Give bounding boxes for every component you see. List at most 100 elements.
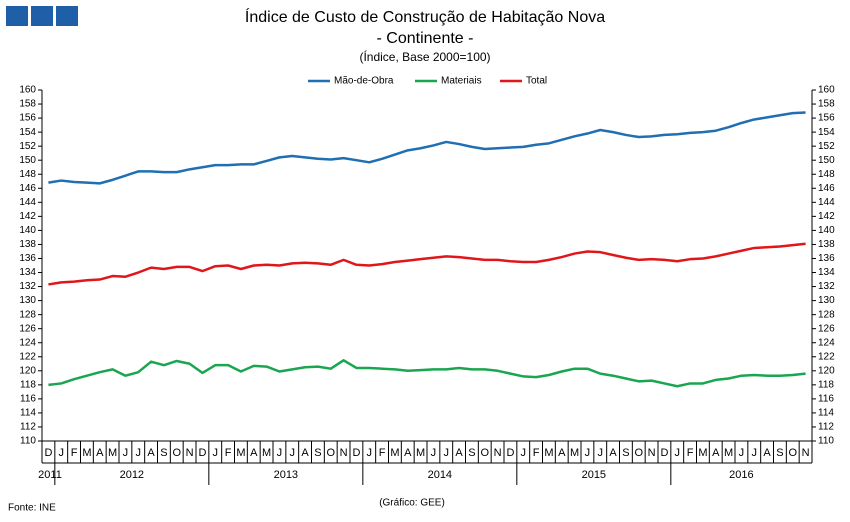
- x-tick-label: D: [352, 447, 360, 459]
- x-tick-label: F: [225, 447, 232, 459]
- y-tick-label: 152: [19, 141, 36, 152]
- series-line: [48, 242, 806, 286]
- x-tick-label: D: [660, 447, 668, 459]
- x-tick-label: J: [444, 447, 450, 459]
- y2-tick-label: 160: [818, 85, 835, 96]
- x-tick-label: S: [622, 447, 629, 459]
- x-tick-label: M: [544, 447, 553, 459]
- y2-tick-label: 126: [818, 323, 835, 334]
- y2-tick-label: 154: [818, 127, 835, 138]
- x-tick-label: A: [404, 447, 412, 459]
- x-tick-label: J: [290, 447, 296, 459]
- y2-tick-label: 142: [818, 211, 835, 222]
- x-tick-label: M: [416, 447, 425, 459]
- y-tick-label: 124: [19, 337, 36, 348]
- y-tick-label: 154: [19, 127, 36, 138]
- x-tick-label: M: [108, 447, 117, 459]
- series-line: [48, 111, 806, 185]
- legend-label: Total: [526, 76, 547, 87]
- y2-tick-label: 112: [818, 422, 834, 433]
- x-tick-label: F: [379, 447, 386, 459]
- y-tick-label: 120: [19, 365, 36, 376]
- y-tick-label: 134: [19, 267, 36, 278]
- y2-tick-label: 156: [818, 113, 835, 124]
- x-tick-label: J: [675, 447, 681, 459]
- credit: (Gráfico: GEE): [379, 498, 445, 509]
- x-tick-label: M: [570, 447, 579, 459]
- legend-label: Materiais: [441, 76, 482, 87]
- y2-tick-label: 114: [818, 408, 834, 419]
- y2-tick-label: 120: [818, 365, 835, 376]
- x-tick-label: J: [739, 447, 745, 459]
- year-label: 2012: [120, 469, 144, 481]
- x-tick-label: N: [340, 447, 348, 459]
- y-tick-label: 130: [19, 295, 36, 306]
- logo-square: [56, 6, 78, 26]
- y-tick-label: 132: [19, 281, 36, 292]
- x-tick-label: A: [558, 447, 566, 459]
- x-tick-label: A: [609, 447, 617, 459]
- y-tick-label: 156: [19, 113, 36, 124]
- x-tick-label: D: [506, 447, 514, 459]
- y-tick-label: 150: [19, 155, 36, 166]
- x-tick-label: M: [698, 447, 707, 459]
- x-tick-label: N: [494, 447, 502, 459]
- x-tick-label: A: [301, 447, 309, 459]
- x-tick-label: J: [367, 447, 373, 459]
- x-tick-label: F: [533, 447, 540, 459]
- x-tick-label: O: [326, 447, 335, 459]
- x-tick-label: S: [314, 447, 321, 459]
- y-tick-label: 138: [19, 239, 36, 250]
- y2-tick-label: 132: [818, 281, 835, 292]
- y-tick-label: 112: [20, 422, 36, 433]
- logo-square: [31, 6, 53, 26]
- x-tick-label: O: [634, 447, 643, 459]
- logo-square: [6, 6, 28, 26]
- y-tick-label: 114: [20, 408, 36, 419]
- y-tick-label: 128: [19, 309, 36, 320]
- x-tick-label: O: [788, 447, 797, 459]
- x-tick-label: J: [213, 447, 219, 459]
- y-tick-label: 136: [19, 253, 36, 264]
- x-tick-label: F: [687, 447, 694, 459]
- x-tick-label: M: [390, 447, 399, 459]
- x-tick-label: A: [455, 447, 463, 459]
- x-tick-label: O: [172, 447, 181, 459]
- source: Fonte: INE: [8, 503, 56, 514]
- x-tick-label: M: [724, 447, 733, 459]
- x-tick-label: N: [802, 447, 810, 459]
- x-tick-label: J: [585, 447, 591, 459]
- x-tick-label: J: [752, 447, 758, 459]
- x-tick-label: A: [147, 447, 155, 459]
- y-tick-label: 140: [19, 225, 36, 236]
- y-tick-label: 146: [19, 183, 36, 194]
- y2-tick-label: 146: [818, 183, 835, 194]
- x-tick-label: A: [712, 447, 720, 459]
- y-tick-label: 142: [19, 211, 36, 222]
- y-tick-label: 116: [20, 394, 36, 405]
- y2-tick-label: 130: [818, 295, 835, 306]
- y2-tick-label: 116: [818, 394, 834, 405]
- x-tick-label: D: [44, 447, 52, 459]
- year-label: 2013: [274, 469, 298, 481]
- y-label: (Índice, Base 2000=100): [359, 49, 490, 64]
- x-tick-label: S: [776, 447, 783, 459]
- chart-subtitle: - Continente -: [377, 30, 474, 47]
- x-tick-label: M: [262, 447, 271, 459]
- x-tick-label: J: [431, 447, 437, 459]
- x-tick-label: S: [468, 447, 475, 459]
- y2-tick-label: 122: [818, 351, 835, 362]
- chart-title: Índice de Custo de Construção de Habitaç…: [245, 7, 605, 26]
- y2-tick-label: 124: [818, 337, 835, 348]
- year-label: 2015: [582, 469, 606, 481]
- x-tick-label: J: [598, 447, 604, 459]
- y2-tick-label: 148: [818, 169, 835, 180]
- x-tick-label: A: [763, 447, 771, 459]
- x-tick-label: D: [198, 447, 206, 459]
- y-tick-label: 110: [20, 436, 36, 447]
- y2-tick-label: 152: [818, 141, 835, 152]
- x-tick-label: N: [648, 447, 656, 459]
- y2-tick-label: 144: [818, 197, 835, 208]
- y2-tick-label: 118: [818, 379, 834, 390]
